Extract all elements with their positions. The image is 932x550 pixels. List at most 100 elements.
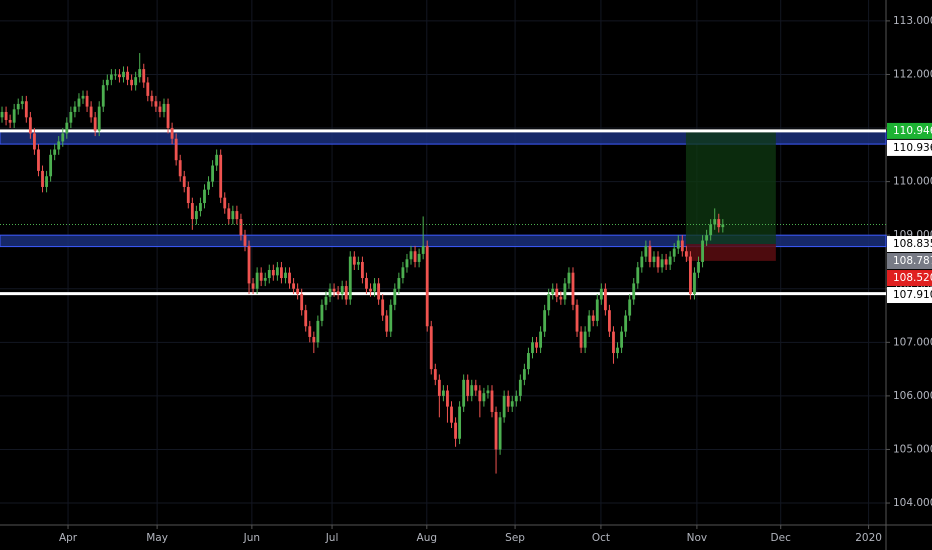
candle-body: [239, 219, 243, 236]
candle-body: [697, 261, 700, 273]
candle-body: [162, 103, 166, 112]
candle-body: [684, 251, 688, 257]
candle-body: [369, 288, 372, 292]
price-label-bg: [887, 287, 932, 304]
candle-body: [587, 315, 591, 332]
candle-body: [146, 82, 150, 96]
candle-body: [401, 267, 405, 279]
candle-body: [243, 235, 247, 246]
candle-body: [215, 154, 219, 166]
candle-body: [16, 103, 20, 110]
candle-body: [219, 154, 223, 198]
candle-body: [105, 79, 109, 86]
candle-body: [97, 106, 101, 131]
candle-body: [409, 251, 413, 260]
candle-body: [636, 267, 640, 284]
price-label: 108.520: [893, 272, 932, 284]
y-tick-label: 105.000: [893, 443, 932, 455]
candle-body: [551, 288, 555, 295]
candle-body: [251, 283, 255, 289]
candle-body: [494, 411, 498, 450]
candle-body: [65, 122, 69, 134]
candle-body: [701, 240, 704, 262]
candle-body: [328, 288, 332, 297]
candle-body: [624, 315, 628, 332]
candle-body: [381, 299, 385, 316]
candle-body: [571, 272, 575, 305]
x-tick-label: Nov: [687, 532, 708, 544]
candle-body: [336, 291, 340, 295]
candle-body: [405, 259, 409, 268]
candle-body: [101, 85, 105, 107]
candle-body: [668, 256, 672, 265]
candle-body: [373, 283, 376, 292]
candle-body: [24, 101, 28, 118]
price-label: 108.787: [893, 255, 932, 267]
candle-body: [446, 390, 449, 407]
candle-body: [199, 203, 202, 212]
candle-body: [292, 283, 295, 289]
candle-body: [118, 74, 121, 78]
candle-body: [450, 406, 453, 423]
candle-body: [89, 106, 93, 118]
candle-body: [134, 77, 138, 86]
y-tick-label: 112.000: [893, 68, 932, 80]
candle-body: [680, 240, 684, 252]
price-label-bg: [887, 122, 932, 139]
candle-body: [186, 186, 190, 204]
candle-body: [429, 326, 433, 370]
candle-body: [4, 111, 8, 120]
candle-body: [660, 259, 664, 268]
candle-body: [73, 106, 77, 112]
candle-body: [539, 331, 543, 348]
candle-body: [385, 315, 389, 332]
candle-body: [518, 379, 522, 396]
x-tick-label: Sep: [505, 532, 525, 544]
candle-body: [227, 208, 231, 220]
x-tick-label: Dec: [771, 532, 792, 544]
candle-body: [158, 106, 162, 112]
candle-body: [154, 101, 158, 107]
candle-body: [591, 315, 595, 321]
candle-body: [312, 336, 316, 343]
candle-body: [377, 283, 381, 300]
x-tick-label: May: [146, 532, 168, 544]
candle-body: [130, 79, 134, 86]
candle-body: [644, 245, 648, 257]
x-tick-label: Aug: [417, 532, 438, 544]
price-label: 110.936: [893, 142, 932, 154]
candle-body: [296, 288, 300, 295]
candle-body: [344, 286, 348, 300]
candle-body: [284, 272, 287, 279]
candle-body: [12, 109, 16, 123]
candle-body: [599, 288, 603, 300]
candle-body: [595, 299, 599, 321]
candle-body: [672, 248, 676, 257]
candle-body: [713, 219, 717, 225]
candle-body: [150, 95, 154, 102]
candle-body: [462, 379, 466, 407]
candle-body: [122, 71, 125, 78]
candle-body: [721, 224, 725, 228]
candle-body: [441, 390, 445, 396]
candle-body: [320, 304, 324, 321]
candle-body: [498, 417, 502, 450]
price-label: 110.946: [893, 125, 932, 137]
candle-body: [288, 272, 291, 284]
candle-body: [109, 74, 113, 80]
candle-body: [275, 267, 279, 276]
price-label-bg: [887, 253, 932, 270]
candle-body: [389, 304, 393, 332]
candle-body: [174, 138, 178, 161]
candle-body: [223, 197, 227, 209]
candle-body: [393, 288, 397, 305]
position-loss: [685, 244, 776, 261]
candle-body: [693, 272, 696, 295]
candle-body: [676, 240, 680, 249]
candle-body: [203, 189, 206, 204]
candle-body: [705, 235, 709, 241]
candle-body: [474, 385, 478, 391]
candle-body: [308, 326, 312, 337]
candle-body: [555, 288, 559, 297]
